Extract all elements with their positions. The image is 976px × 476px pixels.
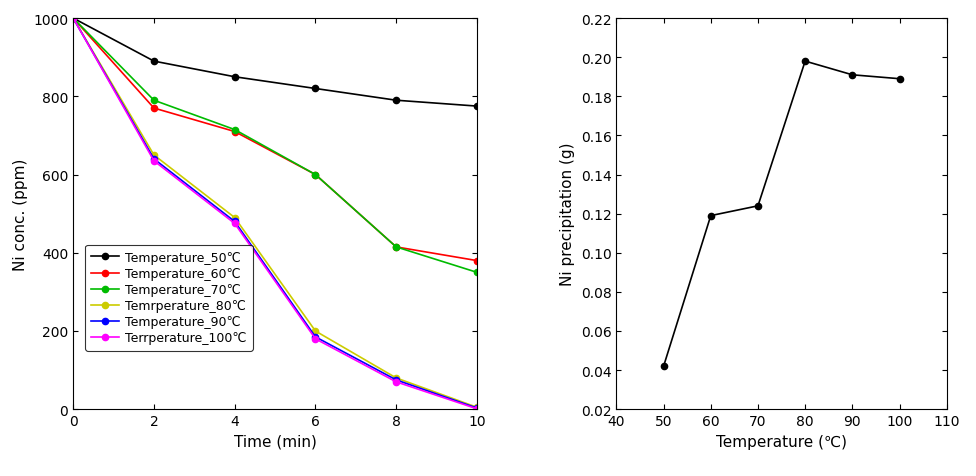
Temperature_90℃ [228,219,240,225]
Temperature_70℃ [471,270,483,276]
X-axis label: Time (min): Time (min) [233,434,316,449]
Temperature_60℃ [67,16,79,22]
Temperature_60℃ [390,245,402,250]
Temperature_90℃ [148,157,160,162]
Terrperature_100℃ [228,221,240,227]
Temperature_50℃ [148,59,160,65]
X-axis label: Temperature (℃): Temperature (℃) [716,434,847,449]
Temperature_50℃ [471,104,483,110]
Temperature_90℃ [309,334,321,340]
Terrperature_100℃ [390,379,402,385]
Temperature_70℃ [390,245,402,250]
Line: Temrperature_80℃: Temrperature_80℃ [70,16,480,410]
Temrperature_80℃ [148,153,160,159]
Line: Temperature_90℃: Temperature_90℃ [70,16,480,411]
Terrperature_100℃ [148,159,160,164]
Temperature_60℃ [471,258,483,264]
Terrperature_100℃ [309,336,321,342]
Temperature_70℃ [67,16,79,22]
Line: Terrperature_100℃: Terrperature_100℃ [70,16,480,412]
Temperature_90℃ [390,377,402,383]
Terrperature_100℃ [67,16,79,22]
Temrperature_80℃ [390,375,402,381]
Temperature_60℃ [148,106,160,112]
Temperature_70℃ [309,172,321,178]
Y-axis label: Ni precipitation (g): Ni precipitation (g) [560,143,575,286]
Temperature_70℃ [228,128,240,133]
Temperature_60℃ [309,172,321,178]
Temrperature_80℃ [309,328,321,334]
Temrperature_80℃ [67,16,79,22]
Temperature_90℃ [67,16,79,22]
Line: Temperature_50℃: Temperature_50℃ [70,16,480,110]
Temperature_90℃ [471,406,483,411]
Temperature_50℃ [390,98,402,104]
Temrperature_80℃ [471,405,483,410]
Temperature_50℃ [309,87,321,92]
Terrperature_100℃ [471,406,483,412]
Legend: Temperature_50℃, Temperature_60℃, Temperature_70℃, Temrperature_80℃, Temperature: Temperature_50℃, Temperature_60℃, Temper… [85,245,253,351]
Line: Temperature_70℃: Temperature_70℃ [70,16,480,276]
Temrperature_80℃ [228,215,240,221]
Temperature_70℃ [148,98,160,104]
Temperature_60℃ [228,129,240,135]
Y-axis label: Ni conc. (ppm): Ni conc. (ppm) [13,158,27,270]
Temperature_50℃ [67,16,79,22]
Line: Temperature_60℃: Temperature_60℃ [70,16,480,264]
Temperature_50℃ [228,75,240,80]
